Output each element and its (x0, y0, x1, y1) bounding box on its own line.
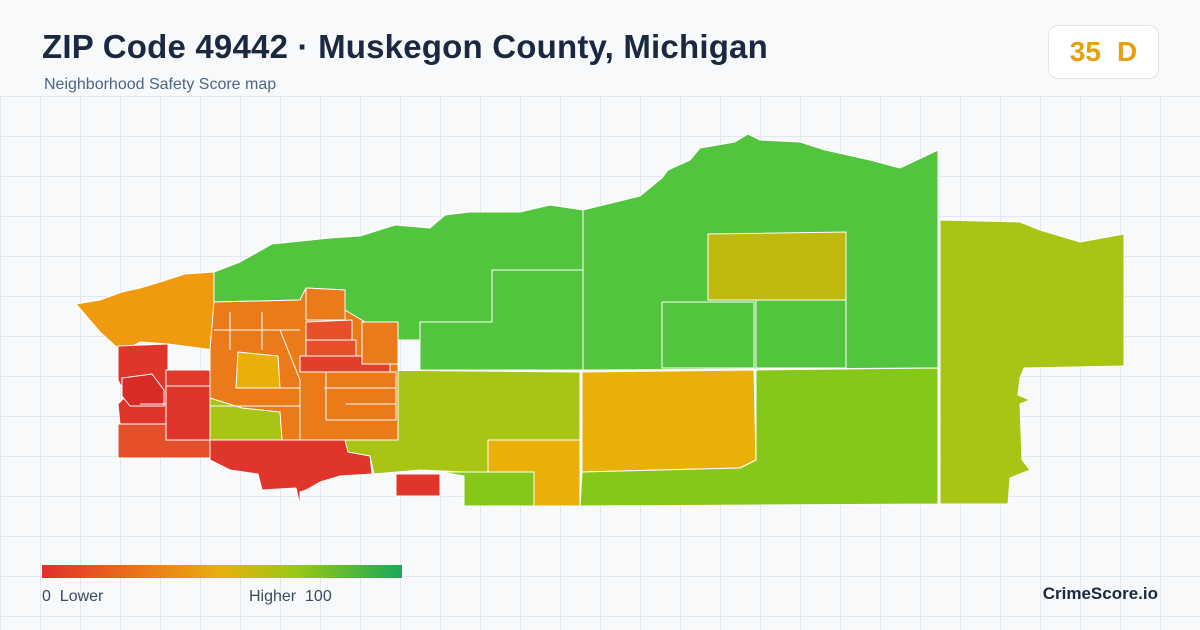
region-south-center[interactable] (581, 369, 757, 473)
legend-low-text: Lower (59, 588, 104, 605)
legend-gradient-bar (42, 565, 402, 578)
legend-high-text: Higher (249, 588, 297, 605)
region-south-red-band[interactable] (209, 439, 373, 507)
region-sw-red-b[interactable] (165, 369, 211, 387)
region-downtown-orange-a[interactable] (361, 321, 399, 365)
score-grade: D (1116, 36, 1138, 67)
region-downtown-lower[interactable] (325, 371, 397, 421)
region-south-red-patch[interactable] (395, 473, 441, 497)
region-downtown-red-a[interactable] (305, 319, 353, 343)
page-title: ZIP Code 49442 · Muskegon County, Michig… (42, 28, 768, 65)
legend-low-label: 0 Lower (42, 588, 103, 606)
brand-logo[interactable]: CrimeScore.io (1042, 584, 1158, 603)
score-badge: 35 D (1048, 25, 1159, 79)
score-value: 35 (1069, 36, 1101, 67)
region-west-lakeshore[interactable] (75, 271, 215, 353)
tract-lines (140, 312, 396, 440)
region-south-strip[interactable] (439, 471, 535, 507)
region-sw-deep[interactable] (121, 373, 165, 407)
region-northeast-inner-box[interactable] (707, 231, 847, 301)
header: ZIP Code 49442 · Muskegon County, Michig… (0, 0, 1200, 96)
region-ne-cell-b[interactable] (755, 299, 847, 369)
region-downtown-red-b[interactable] (305, 339, 357, 357)
legend-high-value: 100 (305, 588, 332, 605)
region-south-east[interactable] (579, 367, 939, 507)
region-downtown-orange-b[interactable] (305, 287, 346, 321)
legend-high-label: Higher 100 (249, 588, 332, 606)
legend-low-value: 0 (42, 588, 51, 605)
region-east[interactable] (939, 219, 1125, 505)
page-subtitle: Neighborhood Safety Score map (44, 76, 277, 93)
region-ne-cell-a[interactable] (661, 301, 755, 369)
region-downtown-yellow[interactable] (235, 351, 281, 389)
region-north-mid[interactable] (419, 269, 584, 371)
